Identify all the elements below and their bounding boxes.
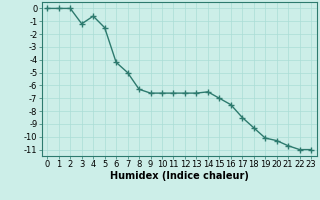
X-axis label: Humidex (Indice chaleur): Humidex (Indice chaleur)	[110, 171, 249, 181]
